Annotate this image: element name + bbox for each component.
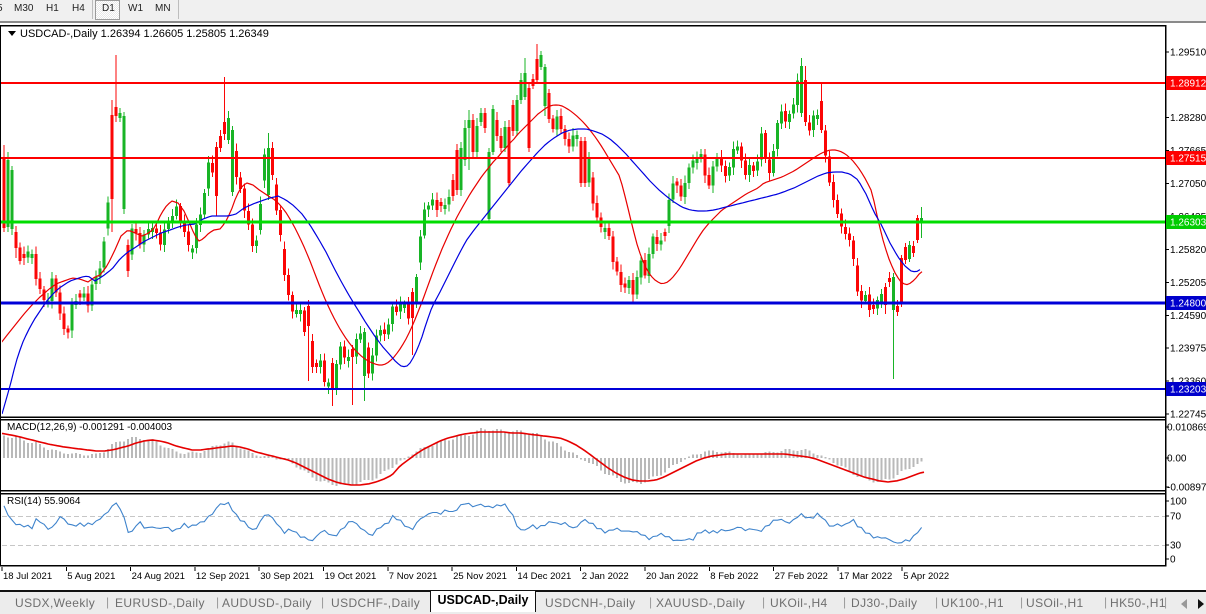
svg-text:24 Aug 2021: 24 Aug 2021 [132,571,185,582]
svg-text:25 Nov 2021: 25 Nov 2021 [453,571,507,582]
svg-text:1.24800: 1.24800 [1170,299,1206,310]
svg-text:1.27515: 1.27515 [1170,154,1206,165]
svg-text:20 Jan 2022: 20 Jan 2022 [646,571,698,582]
svg-text:2 Jan 2022: 2 Jan 2022 [582,571,629,582]
svg-text:1.24590: 1.24590 [1170,311,1206,322]
svg-text:1.28280: 1.28280 [1170,113,1206,124]
svg-text:1.25820: 1.25820 [1170,245,1206,256]
svg-text:1.29510: 1.29510 [1170,48,1206,59]
svg-text:19 Oct 2021: 19 Oct 2021 [325,571,377,582]
svg-text:17 Mar 2022: 17 Mar 2022 [839,571,892,582]
svg-text:70: 70 [1170,512,1182,523]
svg-text:-0.008974: -0.008974 [1167,483,1206,494]
svg-text:14 Dec 2021: 14 Dec 2021 [517,571,571,582]
svg-text:RSI(14) 55.9064: RSI(14) 55.9064 [7,496,81,507]
svg-text:7 Nov 2021: 7 Nov 2021 [389,571,438,582]
svg-text:MACD(12,26,9) -0.001291 -0.004: MACD(12,26,9) -0.001291 -0.004003 [7,422,173,433]
svg-text:0: 0 [1170,555,1176,566]
svg-text:0.010869: 0.010869 [1167,423,1206,434]
svg-text:30: 30 [1170,541,1182,552]
svg-text:8 Feb 2022: 8 Feb 2022 [710,571,758,582]
svg-text:100: 100 [1170,497,1187,508]
svg-text:27 Feb 2022: 27 Feb 2022 [775,571,828,582]
svg-text:1.22745: 1.22745 [1170,410,1206,421]
svg-text:1.26303: 1.26303 [1170,218,1206,229]
svg-text:1.28912: 1.28912 [1170,79,1206,90]
svg-text:12 Sep 2021: 12 Sep 2021 [196,571,250,582]
svg-text:18 Jul 2021: 18 Jul 2021 [3,571,52,582]
svg-text:1.27050: 1.27050 [1170,179,1206,190]
svg-text:0.00: 0.00 [1167,454,1187,465]
svg-text:USDCAD-,Daily 1.26394 1.26605: USDCAD-,Daily 1.26394 1.26605 1.25805 1.… [20,28,269,40]
svg-text:1.23975: 1.23975 [1170,344,1206,355]
svg-text:1.23203: 1.23203 [1170,385,1206,396]
svg-text:1.25205: 1.25205 [1170,278,1206,289]
svg-text:5 Aug 2021: 5 Aug 2021 [67,571,115,582]
svg-text:30 Sep 2021: 30 Sep 2021 [260,571,314,582]
svg-text:5 Apr 2022: 5 Apr 2022 [903,571,949,582]
